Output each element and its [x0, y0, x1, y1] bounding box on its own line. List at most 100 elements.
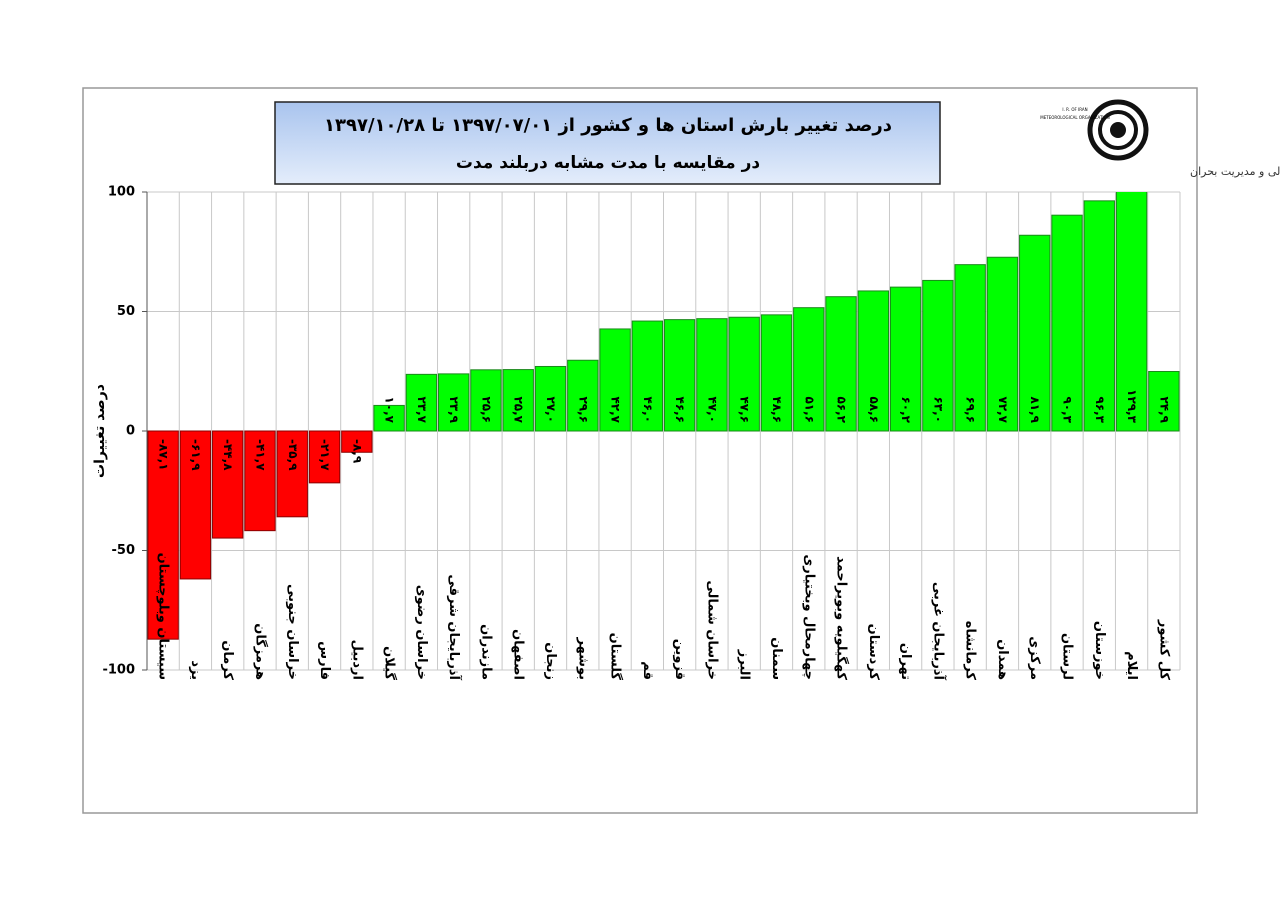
x-tick-label: کهگیلویه وبویراحمد [834, 556, 850, 680]
logo-dot [1110, 122, 1126, 138]
value-label: ۲۳,۷ [415, 396, 429, 423]
bar [663, 319, 696, 432]
x-tick-label: خراسان شمالی [704, 580, 719, 680]
x-tick-label: بوشهر [575, 637, 590, 681]
x-tick-label: کل کشور [1156, 619, 1171, 681]
value-label: -۳۵,۹ [286, 439, 300, 471]
bar [825, 296, 857, 432]
x-tick-label: هرمزگان [252, 623, 268, 680]
x-tick-label: گلستان [608, 633, 624, 681]
value-label: ۸۱,۹ [1028, 396, 1042, 423]
bar [793, 307, 825, 432]
value-label: ۴۲,۷ [609, 396, 623, 423]
bar [567, 359, 599, 432]
value-label: ۲۹,۶ [576, 396, 590, 423]
logo-ring [1098, 110, 1138, 150]
value-label: ۵۱,۶ [802, 396, 816, 423]
value-label: ۴۷,۶ [738, 396, 752, 423]
x-tick-label: قم [640, 661, 655, 680]
chart-subtitle: در مقایسه با مدت مشابه دربلند مدت [456, 153, 761, 173]
x-tick-label: اصفهان [511, 629, 526, 680]
value-label: ۵۶,۲ [835, 396, 849, 423]
x-tick-label: چهارمحال وبختیاری [801, 554, 816, 680]
value-label: ۶۰,۲ [899, 396, 913, 423]
y-tick-label: 100 [108, 185, 135, 200]
bar [857, 290, 890, 432]
x-tick-label: خراسان رضوی [414, 585, 429, 680]
x-tick-label: کرمان [220, 640, 235, 680]
x-tick-label: مازندران [478, 624, 493, 680]
value-label: -۸,۹ [350, 439, 364, 464]
value-label: ۱۰,۷ [383, 396, 397, 423]
logo: I. R. OF IRAN METEOROLOGICAL ORGANIZATIO… [1040, 99, 1280, 178]
bar [1051, 214, 1083, 432]
y-tick-label: 50 [117, 304, 135, 319]
value-label: ۲۵,۶ [479, 396, 493, 423]
chart-title: درصد تغییر بارش استان ها و کشور از ۱۳۹۷/… [324, 115, 892, 136]
value-label: -۶۱,۹ [189, 439, 203, 471]
x-tick-label: آذربایجان غربی [930, 582, 947, 681]
value-label: -۲۱,۷ [318, 439, 332, 471]
bar [308, 430, 341, 484]
bar [470, 369, 502, 432]
value-label: -۸۷,۱ [157, 439, 171, 471]
bar [696, 318, 728, 432]
bar [373, 404, 405, 432]
value-label: -۴۴,۸ [221, 439, 235, 471]
value-label: ۴۶,۰ [641, 396, 655, 423]
x-tick-label: لرستان [1060, 633, 1075, 680]
bar [1083, 200, 1115, 432]
x-tick-label: گیلان [382, 646, 398, 680]
bar [986, 256, 1019, 432]
bar [889, 286, 922, 432]
x-tick-label: زنجان [543, 642, 558, 680]
bar [534, 365, 567, 432]
bar [502, 369, 534, 432]
y-tick-label: -50 [112, 543, 136, 558]
value-label: ۹۰,۳ [1061, 396, 1075, 423]
value-label: ۶۳,۰ [931, 396, 945, 423]
bar [1115, 192, 1148, 432]
value-label: ۴۷,۰ [705, 396, 719, 423]
value-label: ۱۲۹,۳ [1125, 389, 1139, 424]
x-tick-label: اردبیل [349, 640, 364, 680]
value-label: ۹۶,۳ [1093, 396, 1107, 423]
y-tick-label: 0 [126, 424, 135, 439]
bar [1019, 234, 1051, 432]
bar [276, 430, 308, 518]
bar [244, 430, 276, 532]
x-tick-label: مرکزی [1027, 636, 1042, 680]
x-tick-label: کرمانشاه [963, 621, 978, 681]
x-tick-label: تهران [898, 643, 913, 680]
bar [179, 430, 212, 580]
logo-text: I. R. OF IRAN [1062, 107, 1087, 112]
bar [760, 314, 793, 432]
y-axis-label: درصد تغییرات [92, 384, 108, 478]
x-tick-label: قزوین [672, 639, 687, 680]
x-tick-label: یزد [188, 660, 203, 680]
x-tick-label: خراسان جنوبی [285, 584, 300, 680]
bar [1148, 370, 1180, 432]
value-label: ۲۷,۰ [544, 396, 558, 423]
logo-ring [1087, 99, 1149, 161]
value-label: ۲۳,۹ [447, 396, 461, 423]
bar [147, 430, 179, 640]
x-tick-label: البرز [737, 649, 752, 680]
bar [405, 373, 438, 432]
bar [954, 264, 986, 432]
bars [147, 192, 1180, 640]
value-label: ۷۲,۷ [996, 396, 1010, 423]
x-tick-label: همدان [995, 639, 1010, 680]
value-label: ۲۵,۷ [512, 396, 526, 423]
value-label: ۴۶,۶ [673, 396, 687, 423]
value-label: ۴۸,۶ [770, 396, 784, 423]
x-tick-label: آذربایجان شرقی [446, 574, 463, 680]
value-label: ۲۴,۹ [1157, 396, 1171, 423]
logo-text: METEOROLOGICAL ORGANIZATION [1040, 115, 1109, 120]
x-tick-label: ایلام [1124, 651, 1139, 680]
value-label: ۶۹,۶ [964, 396, 978, 423]
title-box [274, 101, 941, 185]
bar [437, 373, 470, 432]
value-label: ۵۸,۶ [867, 396, 881, 423]
